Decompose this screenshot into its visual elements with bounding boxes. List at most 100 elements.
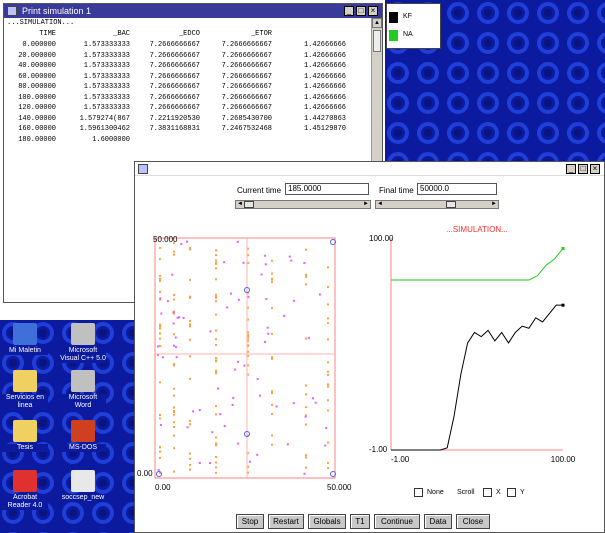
minimize-icon[interactable]: _ [566, 164, 576, 174]
scatter-frame [154, 237, 336, 479]
restart-button[interactable]: Restart [268, 514, 304, 529]
slider-right-arrow[interactable]: ► [363, 201, 369, 207]
agent-dot-purple [325, 426, 328, 429]
slider-right-arrow[interactable]: ► [491, 201, 497, 207]
series-end-point-kf [561, 303, 565, 307]
x-checkbox[interactable] [483, 488, 492, 497]
output-cell: 7.2666666667 [221, 93, 272, 102]
globals-button[interactable]: Globals [308, 514, 346, 529]
close-icon[interactable]: × [368, 6, 378, 16]
output-cell: 20.000000 [18, 51, 56, 60]
desktop-icon[interactable]: Acrobat Reader 4.0 [2, 470, 48, 510]
output-cell: 7.2467532468 [221, 125, 272, 133]
wallpaper-ring [387, 92, 409, 114]
output-window-titlebar[interactable]: Print simulation 1 _ □ × [4, 4, 382, 18]
wallpaper-ring [537, 92, 559, 114]
slider-thumb[interactable] [446, 201, 456, 208]
output-cell: 1.573333333 [83, 72, 130, 81]
agent-dot-purple [182, 317, 185, 320]
stop-button[interactable]: Stop [236, 514, 264, 529]
slider-left-arrow[interactable]: ◄ [377, 201, 383, 207]
agent-dot-orange [189, 247, 191, 250]
t1-button[interactable]: T1 [350, 514, 370, 529]
desktop-icon[interactable]: Servicios en linea [2, 370, 48, 410]
wallpaper-ring [477, 92, 499, 114]
desktop-icon[interactable]: Microsoft Word [60, 370, 106, 410]
agent-dot-orange [327, 441, 329, 444]
marker-circle [244, 287, 250, 293]
agent-dot-orange [159, 257, 161, 260]
scroll-label: Scroll [457, 489, 475, 496]
agent-dot-orange [189, 338, 191, 341]
desktop-icon-image [71, 370, 95, 392]
slider-left-arrow[interactable]: ◄ [237, 201, 243, 207]
line-y-min-label: -1.00 [369, 445, 388, 454]
desktop-icon[interactable]: Mi Maletin [2, 323, 48, 355]
wallpaper-ring [122, 322, 135, 344]
agent-dot-purple [260, 273, 263, 276]
none-checkbox[interactable] [414, 488, 423, 497]
marker-circle [330, 471, 336, 477]
agent-dot-purple [264, 263, 267, 266]
agent-dot-orange [247, 254, 249, 257]
scroll-thumb[interactable] [373, 30, 381, 52]
agent-dot-orange [215, 357, 217, 360]
agent-dot-orange [159, 298, 161, 301]
agent-dot-purple [242, 261, 245, 264]
agent-dot-purple [172, 344, 175, 347]
agent-dot-purple [192, 410, 195, 413]
agent-dot-orange [173, 409, 175, 412]
y-checkbox[interactable] [507, 488, 516, 497]
wallpaper-ring [447, 62, 469, 84]
desktop-icon[interactable]: soccsep_new [60, 470, 106, 502]
agent-dot-orange [305, 273, 307, 276]
final-time-slider[interactable]: ◄ ► [375, 200, 499, 209]
close-icon[interactable]: × [590, 164, 600, 174]
desktop-icon-label: Mi Maletin [2, 347, 48, 355]
desktop-icon[interactable]: Tesis [2, 420, 48, 452]
agent-dot-orange [173, 312, 175, 315]
desktop-icon[interactable]: MS-DOS [60, 420, 106, 452]
series-line-na [391, 248, 564, 281]
final-time-label: Final time [379, 186, 414, 195]
agent-dot-orange [189, 423, 191, 426]
output-row: 40.000000 1.573333333 7.2666666667 7.266666… [4, 62, 370, 72]
output-cell: 80.000000 [18, 83, 56, 91]
agent-dot-orange [215, 338, 217, 341]
java-app-icon [7, 6, 17, 16]
output-text-area[interactable]: ...SIMULATION... TIME _BAC _EDCO _ETOR 0… [4, 18, 370, 302]
agent-dot-orange [271, 413, 273, 416]
agent-dot-orange [305, 466, 307, 469]
agent-dot-orange [215, 343, 217, 346]
legend-window: KF NA [386, 3, 441, 49]
agent-dot-orange [247, 350, 249, 353]
maximize-icon[interactable]: □ [356, 6, 366, 16]
desktop-icon[interactable]: Microsoft Visual C++ 5.0 [60, 323, 106, 363]
current-time-slider[interactable]: ◄ ► [235, 200, 371, 209]
output-cell: 1.573333333 [83, 51, 130, 60]
output-vertical-scrollbar[interactable]: ▲ [371, 18, 382, 302]
output-cell: 1.573333333 [83, 104, 130, 112]
agent-dot-orange [327, 385, 329, 388]
output-row: 80.000000 1.573333333 7.2666666667 7.266666… [4, 83, 370, 93]
final-time-field[interactable]: 50000.0 [417, 183, 497, 195]
agent-dot-orange [159, 290, 161, 293]
line-chart: ...SIMULATION... 100.00 -1.00-1.00 100.00 [369, 225, 576, 464]
data-button[interactable]: Data [424, 514, 452, 529]
agent-dot-purple [157, 345, 160, 348]
close-button[interactable]: Close [456, 514, 490, 529]
scroll-up-arrow[interactable]: ▲ [372, 18, 382, 28]
agent-dot-purple [160, 312, 163, 315]
minimize-icon[interactable]: _ [344, 6, 354, 16]
agent-dot-orange [173, 421, 175, 424]
current-time-field[interactable]: 185.0000 [285, 183, 369, 195]
output-cell: 7.2666666667 [149, 51, 200, 60]
continue-button[interactable]: Continue [374, 514, 420, 529]
agent-dot-orange [215, 296, 217, 299]
agent-dot-orange [173, 387, 175, 390]
agent-dot-orange [271, 277, 273, 280]
simulation-window-titlebar[interactable]: _ □ × [135, 162, 604, 176]
desktop-icon-image [13, 323, 37, 345]
slider-thumb[interactable] [244, 201, 254, 208]
maximize-icon[interactable]: □ [578, 164, 588, 174]
